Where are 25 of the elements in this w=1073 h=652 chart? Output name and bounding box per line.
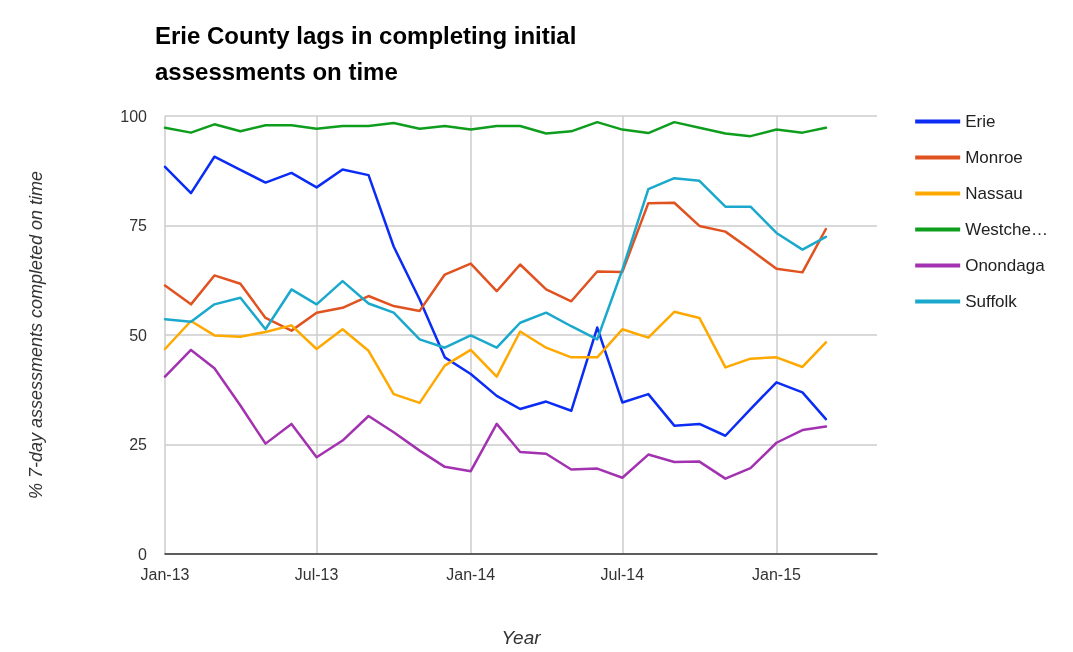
y-axis-title: % 7-day assessments completed on time (26, 170, 46, 500)
legend-label: Erie (965, 112, 996, 131)
x-tick-label: Jan-13 (140, 565, 190, 583)
x-tick-label: Jan-14 (446, 565, 496, 583)
y-tick-label: 0 (138, 545, 148, 563)
line-series (163, 348, 828, 480)
legend-label: Nassau (965, 184, 1023, 203)
x-axis-title: Year (501, 627, 542, 648)
line-series (163, 120, 828, 138)
x-tick-label: Jan-15 (752, 565, 802, 583)
x-tick-label: Jul-13 (294, 565, 339, 583)
legend-label: Monroe (965, 148, 1023, 167)
y-tick-label: 75 (129, 217, 148, 234)
y-tick-label: 25 (129, 436, 148, 453)
legend-label: Onondaga (965, 256, 1046, 275)
legend-label: Westche… (965, 220, 1048, 239)
line-series (163, 310, 828, 405)
chart-title: Erie County lags in completing initial assessments on time (155, 21, 584, 85)
y-tick-label: 50 (129, 326, 148, 344)
line-series (163, 155, 828, 437)
y-tick-label: 100 (120, 107, 148, 125)
x-tick-label: Jul-14 (600, 565, 645, 583)
line-series (163, 201, 828, 332)
line-series (163, 176, 828, 349)
legend-label: Suffolk (965, 292, 1018, 311)
